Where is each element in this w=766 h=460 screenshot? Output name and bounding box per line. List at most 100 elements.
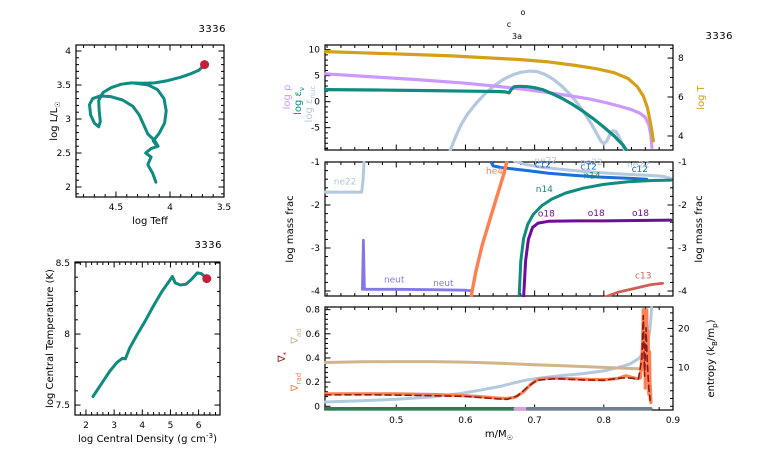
hr-current-model-dot (200, 60, 210, 70)
ylabel-grad-rad: ∇rad (290, 373, 303, 393)
profile-abundance-y-axis-left: -1 -2 -3 -4 (311, 158, 331, 297)
series-ne22-envelope (512, 161, 673, 180)
hr-diagram-x-label: log Teff (132, 216, 169, 227)
hr-diagram-y-axis-right (218, 50, 224, 195)
model-number-trho: 3336 (194, 240, 222, 251)
series-n14 (517, 178, 673, 297)
model-number-figure: 3336 (705, 31, 733, 42)
y-tick-label: 7.5 (56, 401, 70, 411)
burn-zone-c: c (507, 20, 511, 29)
profile-thermo-y2-label: log T (696, 84, 707, 109)
y-tick-label: 2 (65, 183, 71, 193)
model-number-hr: 3336 (198, 24, 226, 35)
hr-diagram: 4.5 4 3.5 2 2.5 3 3.5 4 log Teff log L/L☉ (49, 44, 231, 227)
trho-current-model-dot (202, 274, 212, 284)
profile-thermo-y-axis-right: 8 6 4 (667, 47, 684, 147)
label-o18-1: o18 (538, 210, 555, 220)
series-c12 (488, 161, 649, 181)
series-he4 (469, 161, 509, 297)
central-trho-y-axis-left: 7.5 8 8.5 (56, 259, 81, 411)
profile-gradients-y2-label: entropy (kB/mp) (706, 319, 719, 397)
ylabel-grad-ad: ∇ad (290, 328, 303, 345)
profile-gradients-x-label: m/M☉ (485, 429, 513, 442)
y-tick-label: 10 (678, 363, 690, 373)
series-trho-track (91, 271, 207, 398)
y-tick-label: -3 (678, 244, 687, 254)
y-tick-label: 3 (65, 115, 71, 125)
y-tick-label: 0 (314, 98, 320, 108)
y-tick-label: 0.4 (306, 354, 321, 364)
ylabel-log-eps-nu: log εν (293, 87, 306, 115)
y-tick-label: -1 (678, 158, 687, 168)
x-tick-label: 4 (167, 203, 173, 213)
x-tick-label: 3 (111, 421, 117, 431)
label-n14-2: n14 (583, 171, 600, 181)
y-tick-label: -2 (678, 201, 687, 211)
series-log-eps-nu (324, 84, 629, 151)
y-tick-label: 20 (678, 324, 690, 334)
x-tick-label: 5 (168, 421, 174, 431)
series-log-T (324, 50, 655, 143)
y-tick-label: -4 (678, 287, 687, 297)
burn-zone-o: o (521, 8, 526, 17)
y-tick-label: 3.5 (57, 81, 71, 91)
x-tick-label: 4 (139, 421, 145, 431)
profile-abundance-y-axis-right: -1 -2 -3 -4 (667, 158, 687, 297)
y-tick-label: -4 (311, 287, 320, 297)
label-c12-2: c12 (580, 163, 596, 173)
series-grad-star (324, 314, 651, 401)
profile-thermo-y-axis-left: 10 5 0 -5 (309, 46, 331, 149)
label-c12-3: c12 (632, 165, 648, 175)
x-tick-label: 4.5 (109, 203, 123, 213)
label-neut-2: neut (433, 279, 454, 289)
y-tick-label: 4 (678, 132, 684, 142)
y-tick-label: 8 (64, 330, 70, 340)
label-ne22-2: ne22 (534, 156, 557, 166)
y-tick-label: -5 (311, 124, 320, 134)
label-ne22-1: ne22 (334, 177, 357, 187)
profile-abundance-frame (324, 161, 674, 297)
series-entropy (324, 306, 654, 404)
y-tick-label: 2.5 (57, 149, 71, 159)
profile-abundance-y-label: log mass frac (285, 195, 296, 262)
y-tick-label: 10 (309, 46, 321, 56)
label-n14-1: n14 (536, 185, 553, 195)
x-tick-label: 0.6 (458, 416, 473, 426)
central-trho: 2 3 4 5 6 7.5 8 8.5 log Central Density (g cm-3)… (45, 259, 221, 445)
label-c12-1: c12 (535, 161, 551, 171)
y-tick-label: -2 (311, 201, 320, 211)
label-o18-2: o18 (588, 209, 605, 219)
label-neut-1: neut (384, 275, 405, 285)
profile-abundance-y-label-right: log mass frac (694, 195, 705, 262)
y-tick-label: 8.5 (56, 259, 70, 269)
series-o18 (522, 218, 673, 297)
central-trho-y-axis-right (214, 262, 220, 406)
central-trho-x-label: log Central Density (g cm-3) (78, 431, 217, 445)
y-tick-label: 0.2 (306, 378, 320, 388)
label-ne22-4: ne22 (627, 161, 650, 171)
y-tick-label: 6 (678, 93, 684, 103)
x-tick-label: 0.5 (389, 416, 403, 426)
series-hr-track (88, 63, 207, 184)
x-tick-label: 0.7 (527, 416, 541, 426)
profile-gradients: 0.5 0.6 0.7 0.8 0.90.80.60.40.202010∇ad∇*∇ra… (277, 306, 719, 442)
y-tick-label: 0 (314, 402, 320, 412)
y-tick-label: 8 (678, 54, 684, 64)
series-hr-track-branch (133, 81, 168, 147)
central-trho-y-label: log Central Temperature (K) (45, 269, 56, 408)
series-neut (361, 238, 472, 292)
hr-diagram-x-axis: 4.5 4 3.5 (83, 45, 231, 213)
label-o18-3: o18 (632, 209, 649, 219)
series-c13 (602, 281, 664, 297)
ylabel-grad-star: ∇* (277, 351, 290, 363)
profile-gradients-y-axis-left: 0.8 0.6 0.4 0.2 0 (306, 306, 331, 412)
series-ne22-core (324, 161, 366, 194)
x-tick-label: 6 (196, 421, 202, 431)
x-tick-label: 0.9 (666, 416, 681, 426)
y-tick-label: 0.8 (306, 306, 321, 316)
central-trho-x-axis: 2 3 4 5 6 (79, 262, 216, 431)
x-tick-label: 3.5 (217, 203, 231, 213)
